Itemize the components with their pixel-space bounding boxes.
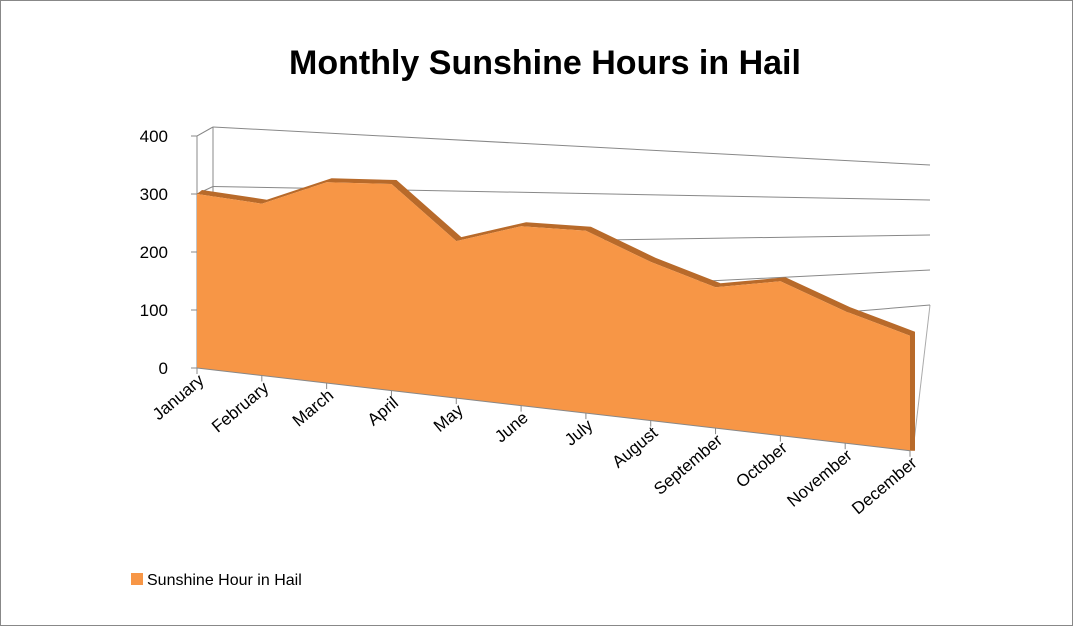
y-tick-label: 200 [140,243,168,262]
axis-line [196,367,911,452]
chart-title: Monthly Sunshine Hours in Hail [289,44,801,82]
y-tick-label: 0 [159,359,168,378]
legend-label: Sunshine Hour in Hail [147,572,302,589]
y-tick-label: 400 [140,127,168,146]
area [197,182,910,451]
grid-line [196,126,214,137]
wall-edge [912,304,931,451]
grid-line [212,126,931,166]
y-tick-label: 300 [140,185,168,204]
legend-swatch [131,573,143,585]
y-tick-label: 100 [140,301,168,320]
